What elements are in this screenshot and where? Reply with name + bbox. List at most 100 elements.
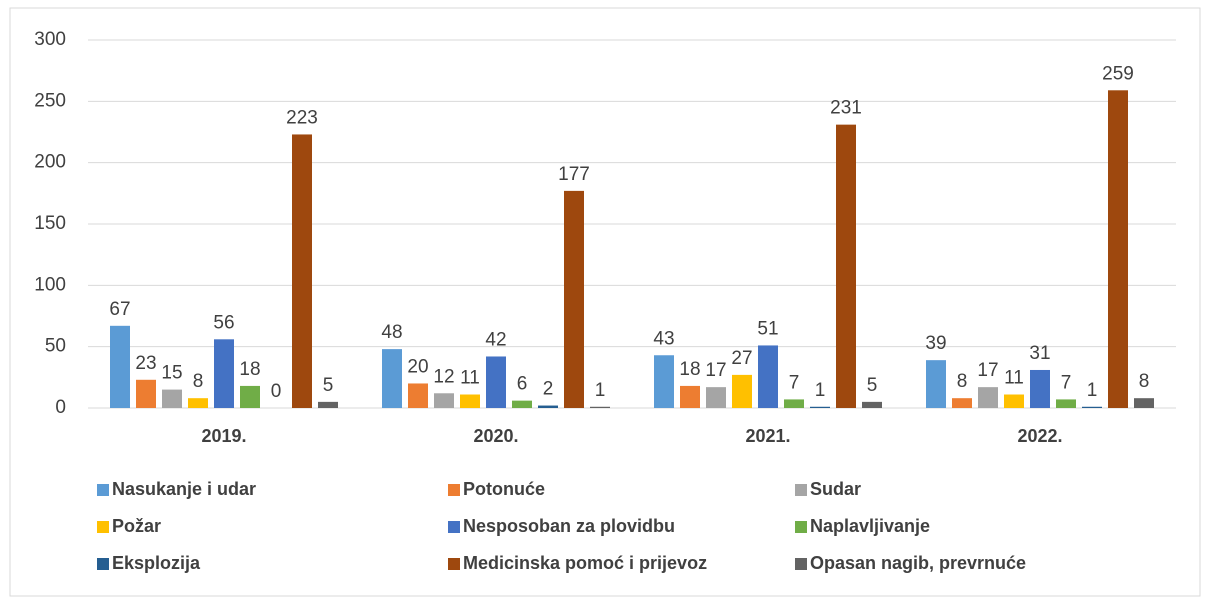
bar	[136, 379, 156, 408]
data-label: 11	[1004, 368, 1024, 389]
bar	[434, 393, 454, 408]
bar	[382, 349, 402, 408]
bar	[538, 405, 558, 408]
legend-label: Sudar	[810, 479, 861, 499]
legend-label: Potonuće	[463, 479, 545, 499]
data-label: 223	[286, 107, 318, 128]
bar	[486, 356, 506, 408]
x-tick-label: 2020.	[473, 426, 518, 446]
bar	[1082, 406, 1102, 408]
data-label: 231	[830, 98, 862, 119]
legend-swatch	[448, 558, 460, 570]
legend-label: Medicinska pomoć i prijevoz	[463, 553, 707, 573]
data-label: 18	[239, 359, 260, 380]
data-label: 1	[815, 380, 826, 401]
bar	[214, 339, 234, 408]
y-tick-label: 50	[45, 336, 66, 357]
bar	[110, 325, 130, 408]
bar	[292, 134, 312, 408]
data-label: 8	[957, 371, 968, 392]
legend-swatch	[97, 558, 109, 570]
data-label: 1	[1087, 380, 1098, 401]
data-label: 27	[731, 348, 752, 369]
bar	[862, 401, 882, 408]
data-label: 17	[977, 360, 998, 381]
legend-swatch	[448, 484, 460, 496]
data-label: 18	[679, 359, 700, 380]
bar	[564, 190, 584, 408]
legend-swatch	[97, 521, 109, 533]
legend-label: Opasan nagib, prevrnuće	[810, 553, 1026, 573]
data-label: 11	[460, 368, 480, 389]
bar	[706, 387, 726, 408]
legend-swatch	[795, 484, 807, 496]
data-label: 7	[789, 372, 800, 393]
x-tick-label: 2019.	[201, 426, 246, 446]
data-label: 8	[193, 371, 204, 392]
bar	[732, 374, 752, 408]
bar	[926, 360, 946, 408]
bar	[408, 383, 428, 408]
data-label: 23	[135, 353, 156, 374]
y-tick-label: 100	[34, 274, 66, 295]
data-label: 31	[1029, 343, 1050, 364]
data-label: 0	[271, 381, 282, 402]
bar	[318, 401, 338, 408]
legend-label: Nesposoban za plovidbu	[463, 516, 675, 536]
data-label: 67	[109, 299, 130, 320]
y-tick-label: 200	[34, 152, 66, 173]
bar	[162, 389, 182, 408]
data-label: 43	[653, 328, 674, 349]
bar	[240, 385, 260, 408]
data-label: 8	[1139, 371, 1150, 392]
bar	[590, 406, 610, 408]
y-tick-label: 150	[34, 213, 66, 234]
bar	[836, 124, 856, 408]
data-label: 51	[757, 318, 778, 339]
bar	[758, 345, 778, 408]
data-label: 56	[213, 312, 234, 333]
bar	[1030, 369, 1050, 408]
bar	[188, 398, 208, 408]
data-label: 42	[485, 329, 506, 350]
bar	[810, 406, 830, 408]
bar	[784, 399, 804, 408]
bar	[1056, 399, 1076, 408]
data-label: 177	[558, 164, 590, 185]
legend-swatch	[448, 521, 460, 533]
legend-label: Požar	[112, 516, 161, 536]
legend-swatch	[97, 484, 109, 496]
data-label: 6	[517, 374, 528, 395]
data-label: 39	[925, 333, 946, 354]
data-label: 259	[1102, 63, 1134, 84]
bar	[1108, 90, 1128, 408]
legend-label: Eksplozija	[112, 553, 201, 573]
legend-label: Naplavljivanje	[810, 516, 930, 536]
bar	[1004, 394, 1024, 408]
bar	[512, 400, 532, 408]
bar	[654, 355, 674, 408]
y-tick-label: 0	[55, 397, 66, 418]
bar	[680, 385, 700, 408]
data-label: 5	[323, 375, 334, 396]
legend-label: Nasukanje i udar	[112, 479, 256, 499]
chart-border	[9, 7, 1201, 597]
bar	[1134, 398, 1154, 408]
bar	[460, 394, 480, 408]
data-label: 7	[1061, 372, 1072, 393]
data-label: 1	[595, 380, 606, 401]
x-tick-label: 2022.	[1017, 426, 1062, 446]
data-label: 48	[381, 322, 402, 343]
y-tick-label: 300	[34, 29, 66, 50]
legend-swatch	[795, 558, 807, 570]
data-label: 12	[433, 366, 454, 387]
x-tick-label: 2021.	[745, 426, 790, 446]
bar	[952, 398, 972, 408]
bar	[978, 387, 998, 408]
data-label: 17	[705, 360, 726, 381]
data-label: 20	[407, 356, 428, 377]
data-label: 15	[161, 363, 182, 384]
data-label: 2	[543, 379, 554, 400]
data-label: 5	[867, 375, 878, 396]
